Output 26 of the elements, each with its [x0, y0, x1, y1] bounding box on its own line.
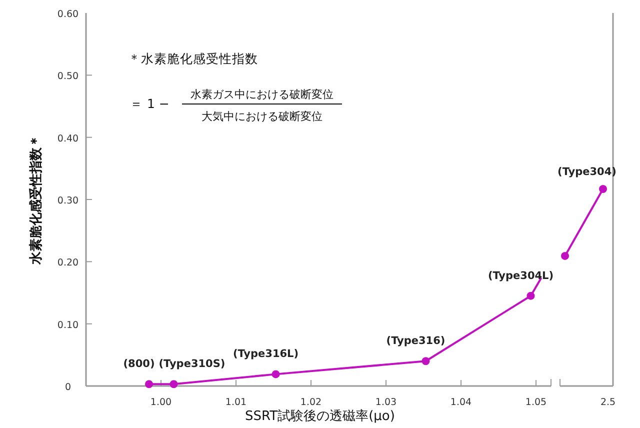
text: 2.5	[600, 397, 616, 408]
annotation: (Type316L)	[232, 348, 299, 360]
y-tick-label: 0.60	[57, 9, 79, 20]
x-tick-label: 1.05	[525, 397, 547, 408]
annotation: (Type310S)	[158, 358, 226, 370]
x-axis-title: SSRT試験後の透磁率(μo)	[245, 408, 395, 424]
text: (Type304)	[558, 166, 616, 178]
y-tick-label: 0.20	[57, 258, 79, 269]
annotation: 水素ガス中における破断変位	[190, 88, 334, 101]
annotation: 大気中における破断変位	[202, 110, 322, 123]
y-tick-label: 0.10	[57, 320, 79, 331]
y-tick-label: 0	[64, 382, 72, 393]
y-tick-label: 0.30	[57, 196, 79, 206]
annotation: (Type316)	[386, 335, 446, 348]
annotation: (800)	[123, 358, 155, 370]
annotation: ＝ 1 −	[130, 96, 170, 111]
x-tick-label: 1.01	[225, 397, 247, 408]
x-tick-label: 1.03	[375, 397, 397, 408]
y-tick-label: 0.40	[57, 133, 79, 144]
x-tick-label: 1.04	[450, 397, 472, 408]
y-axis-title: 水素脆化感受性指数＊	[28, 134, 44, 266]
y-tick-label: 0.50	[57, 71, 79, 82]
annotation: ＊水素脆化感受性指数	[128, 51, 258, 66]
x-tick-label: 1.00	[150, 397, 172, 408]
x-tick-label: 1.02	[300, 397, 322, 408]
annotation: (Type304L)	[488, 270, 554, 282]
